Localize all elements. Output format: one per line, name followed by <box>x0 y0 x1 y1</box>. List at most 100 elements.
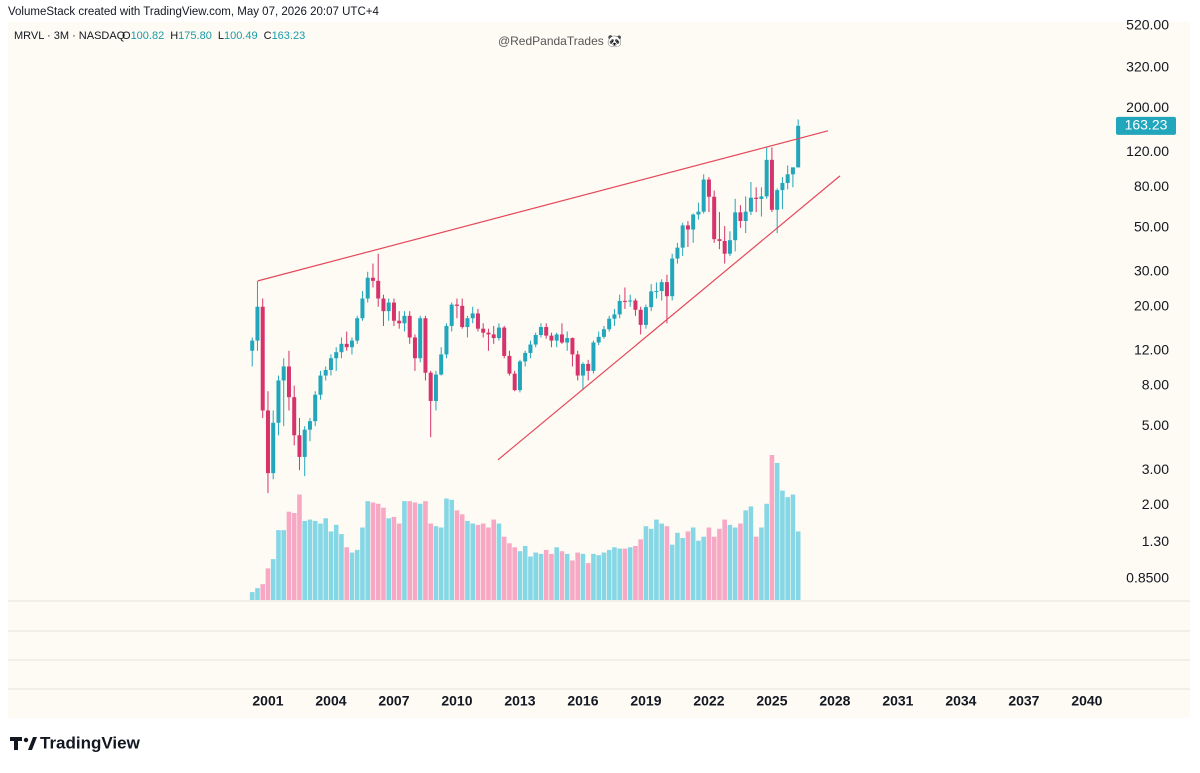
candle-body <box>628 300 633 302</box>
candle-body <box>638 309 643 325</box>
candle-body <box>265 410 270 474</box>
candle-body <box>475 313 480 329</box>
volume-bar <box>370 502 376 600</box>
volume-bar <box>512 547 517 600</box>
volume-bar <box>444 498 449 600</box>
volume-bar <box>748 506 754 600</box>
volume-bar <box>391 516 397 600</box>
y-tick-label: 8.00 <box>1142 376 1169 392</box>
y-tick-label: 120.00 <box>1126 143 1169 159</box>
volume-bar <box>381 507 386 600</box>
candle-body <box>481 328 486 333</box>
volume-bar <box>407 501 413 600</box>
candle-body <box>397 320 402 324</box>
volume-bar <box>753 536 759 600</box>
volume-bar <box>417 503 423 600</box>
y-tick-label: 0.8500 <box>1126 570 1169 586</box>
volume-bar <box>428 523 433 600</box>
candle-body <box>601 329 606 337</box>
volume-bar <box>612 547 617 600</box>
volume-bar <box>349 552 355 600</box>
candle-body <box>580 363 585 376</box>
candle-body <box>339 343 344 353</box>
volume-bar <box>696 540 701 600</box>
candle-body <box>302 429 307 457</box>
volume-bar <box>638 539 643 600</box>
volume-bar <box>659 523 664 600</box>
trendline <box>497 175 841 461</box>
candle-body <box>607 318 612 330</box>
logo-icon <box>28 737 37 750</box>
candle-body <box>465 318 470 328</box>
candle-body <box>486 332 491 335</box>
candle-body <box>407 315 412 338</box>
y-tick-label: 20.00 <box>1134 297 1169 313</box>
volume-bar <box>543 549 549 600</box>
candle-body <box>738 212 743 221</box>
candle-body <box>344 343 349 348</box>
volume-bar <box>774 462 780 600</box>
volume-bar <box>575 552 580 600</box>
volume-bar <box>318 523 323 600</box>
volume-bar <box>617 548 622 600</box>
candle-body <box>549 335 554 341</box>
volume-bar <box>627 547 633 600</box>
candle-body <box>664 282 669 297</box>
volume-bar <box>491 519 496 600</box>
candle-body <box>533 335 538 345</box>
volume-bar <box>307 519 313 600</box>
volume-bar <box>438 527 444 600</box>
y-tick-label: 12.00 <box>1134 341 1169 357</box>
volume-bar <box>790 494 796 600</box>
candle-body <box>659 282 664 292</box>
candle-body <box>428 372 433 401</box>
candle-body <box>622 300 627 302</box>
candle-body <box>790 167 795 175</box>
candle-body <box>391 302 396 321</box>
x-tick-label: 2004 <box>315 693 346 709</box>
volume-bar <box>570 560 575 600</box>
volume-bar <box>738 523 743 600</box>
candle-body <box>617 300 622 315</box>
volume-bar <box>680 538 685 600</box>
volume-bar <box>265 568 271 600</box>
volume-bar <box>459 514 465 600</box>
candle-body <box>575 354 580 376</box>
candle-body <box>596 336 601 343</box>
volume-bar <box>249 592 255 600</box>
candle-body <box>591 342 596 371</box>
volume-bar <box>685 531 691 600</box>
x-tick-label: 2037 <box>1008 693 1039 709</box>
volume-bar <box>580 553 586 600</box>
candle-body <box>712 196 717 240</box>
volume-bar <box>780 490 785 600</box>
candle-body <box>754 197 759 199</box>
candle-body <box>670 258 675 297</box>
candle-body <box>307 421 312 430</box>
candle-body <box>433 374 438 401</box>
volume-bar <box>475 524 481 600</box>
symbol: MRVL · 3M · NASDAQ <box>14 30 126 42</box>
volume-bar <box>743 510 748 600</box>
candle-body <box>281 366 286 381</box>
candle-body <box>444 325 449 355</box>
volume-bar <box>454 510 460 600</box>
candle-body <box>402 315 407 324</box>
axis-layer: 520.00 320.00 200.00 120.00 80.00 50.00 30.00 2… <box>252 17 1176 709</box>
volume-bar <box>690 527 696 600</box>
x-tick-label: 2022 <box>693 693 724 709</box>
volume-bar <box>722 519 727 600</box>
volume-bar <box>732 527 738 600</box>
volume-bar <box>354 549 360 600</box>
volume-bar <box>664 526 670 600</box>
candle-body <box>502 327 507 356</box>
y-tick-label: 320.00 <box>1126 59 1169 75</box>
volume-bar <box>701 536 706 600</box>
candle-body <box>323 369 328 376</box>
candle-body <box>769 159 774 210</box>
volume-bar <box>507 543 512 600</box>
x-tick-label: 2001 <box>252 693 283 709</box>
volume-bar <box>323 518 329 600</box>
